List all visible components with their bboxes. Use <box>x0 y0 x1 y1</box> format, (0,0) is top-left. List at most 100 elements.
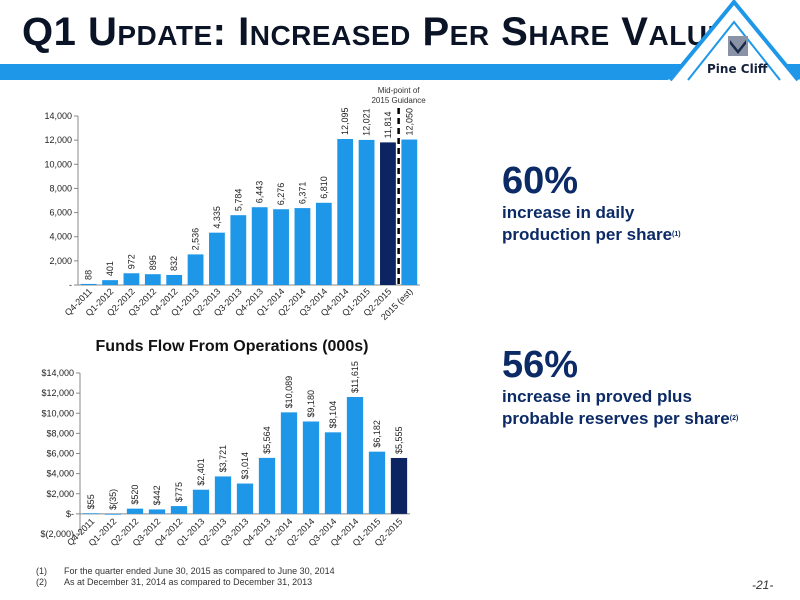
c1-y-tick-label: 10,000 <box>44 159 72 169</box>
c1-value-label: 12,050 <box>404 108 414 136</box>
c1-value-label: 6,371 <box>297 182 307 205</box>
slide-title: Q1 Update: Increased Per Share Value <box>22 10 727 54</box>
c1-value-label: 895 <box>148 255 158 270</box>
c2-y-tick-label: $2,000 <box>46 489 74 499</box>
c1-y-tick-label: 14,000 <box>44 111 72 121</box>
c2-value-label: $9,180 <box>306 390 316 418</box>
c2-value-label: $6,182 <box>372 420 382 448</box>
c2-value-label: $2,401 <box>196 458 206 486</box>
c1-bar <box>358 139 375 285</box>
c2-value-label: $11,615 <box>350 361 360 393</box>
c2-bar <box>170 506 188 514</box>
c1-bar <box>273 209 289 285</box>
c1-bar <box>102 280 118 285</box>
c1-bar <box>294 208 311 285</box>
c2-y-tick-label: $8,000 <box>46 428 74 438</box>
c1-value-label: 88 <box>84 270 94 280</box>
guidance-annotation-line1: Mid-point of <box>378 86 421 95</box>
stat-reserves-line2: probable reserves per share <box>502 409 730 428</box>
stat-reserves-footnote-ref: (2) <box>729 415 739 422</box>
c1-bar <box>337 138 354 285</box>
c1-value-label: 4,335 <box>212 206 222 229</box>
c2-value-label: $10,089 <box>284 376 294 409</box>
page-number: -21- <box>752 578 774 592</box>
c2-bar <box>214 476 232 514</box>
stat-production-value: 60% <box>502 160 579 202</box>
logo-text: Pine Cliff <box>707 62 768 76</box>
c2-y-tick-label: $12,000 <box>41 388 74 398</box>
c2-value-label: $775 <box>174 482 184 502</box>
c1-value-label: 6,276 <box>276 183 286 206</box>
pine-cliff-logo-icon <box>668 0 800 92</box>
stat-reserves: 56% increase in proved plus probable res… <box>502 344 738 430</box>
funds-flow-chart-title: Funds Flow From Operations (000s) <box>96 338 369 355</box>
c1-bar <box>123 273 140 285</box>
production-per-share-chart: - 2,000 4,000 6,000 8,000 10,000 12,000 14,000 8… <box>44 86 426 322</box>
c1-y-tick-label: 12,000 <box>44 135 72 145</box>
c2-value-label: $442 <box>152 485 162 505</box>
c1-y-tick-label: 4,000 <box>49 232 72 242</box>
c1-bar <box>401 139 418 285</box>
c2-y-tick-label: $- <box>66 509 74 519</box>
c2-bar <box>236 483 254 514</box>
c2-bar <box>324 432 342 514</box>
c2-y-tick-label: $10,000 <box>41 408 74 418</box>
c2-bar <box>390 457 408 514</box>
c2-value-label: $8,104 <box>328 401 338 429</box>
c1-value-label: 12,095 <box>340 107 350 135</box>
c2-bar <box>346 396 364 514</box>
c1-bar <box>144 274 161 285</box>
c2-value-label: $3,721 <box>218 445 228 473</box>
stat-production-line2: production per share <box>502 225 673 244</box>
c2-bar <box>280 412 298 514</box>
c2-y-tick-label: $14,000 <box>41 368 74 378</box>
c2-y-tick-label: $(2,000) <box>40 529 74 539</box>
c1-bar <box>251 207 268 285</box>
c2-value-label: $3,014 <box>240 452 250 480</box>
guidance-annotation-line2: 2015 Guidance <box>371 96 426 105</box>
c2-y-tick-label: $4,000 <box>46 469 74 479</box>
c1-value-label: 6,810 <box>319 176 329 199</box>
c1-value-label: 2,536 <box>191 228 201 251</box>
c2-bar <box>368 451 386 514</box>
footnote-1: (1) For the quarter ended June 30, 2015 a… <box>36 566 335 576</box>
c2-bar <box>126 508 144 514</box>
stat-production-footnote-ref: (1) <box>672 231 681 238</box>
stat-production-line1: increase in daily <box>502 203 635 222</box>
c1-y-tick-label: 8,000 <box>49 183 72 193</box>
c2-bar <box>192 489 210 514</box>
funds-flow-chart: $(2,000) $- $2,000 $4,000 $6,000 $8,000 $10,00… <box>40 338 410 548</box>
c1-value-label: 6,443 <box>255 181 265 204</box>
footnotes: (1) For the quarter ended June 30, 2015 a… <box>36 566 335 588</box>
c1-bar <box>80 283 97 285</box>
c2-value-label: $5,564 <box>262 426 272 454</box>
c2-bar <box>302 421 320 514</box>
stat-reserves-line1: increase in proved plus <box>502 387 692 406</box>
stat-reserves-value: 56% <box>502 344 579 386</box>
c2-value-label: $(35) <box>108 489 118 510</box>
c1-bar <box>209 232 225 285</box>
title-underline-bar <box>0 64 800 80</box>
c2-value-label: $55 <box>86 494 96 509</box>
c1-bar <box>230 215 247 285</box>
c1-y-tick-label: - <box>69 280 72 290</box>
c1-y-tick-label: 6,000 <box>49 208 72 218</box>
c1-bar <box>187 254 204 285</box>
c1-bar <box>380 142 396 285</box>
c1-y-tick-label: 2,000 <box>49 256 72 266</box>
c2-bar <box>258 457 276 514</box>
c2-bar <box>104 513 122 515</box>
c1-bar <box>166 274 183 285</box>
c1-value-label: 11,814 <box>383 112 393 139</box>
c1-value-label: 832 <box>169 256 179 271</box>
c2-y-tick-label: $6,000 <box>46 449 74 459</box>
c2-bar <box>82 513 100 515</box>
c1-value-label: 972 <box>126 254 136 269</box>
c1-value-label: 12,021 <box>362 108 372 136</box>
c2-bar <box>148 509 166 514</box>
c1-value-label: 5,784 <box>233 189 243 212</box>
c1-bar <box>315 202 332 285</box>
c1-value-label: 401 <box>105 261 115 276</box>
footnote-2: (2) As at December 31, 2014 as compared t… <box>36 577 313 587</box>
c2-value-label: $5,555 <box>394 426 404 454</box>
